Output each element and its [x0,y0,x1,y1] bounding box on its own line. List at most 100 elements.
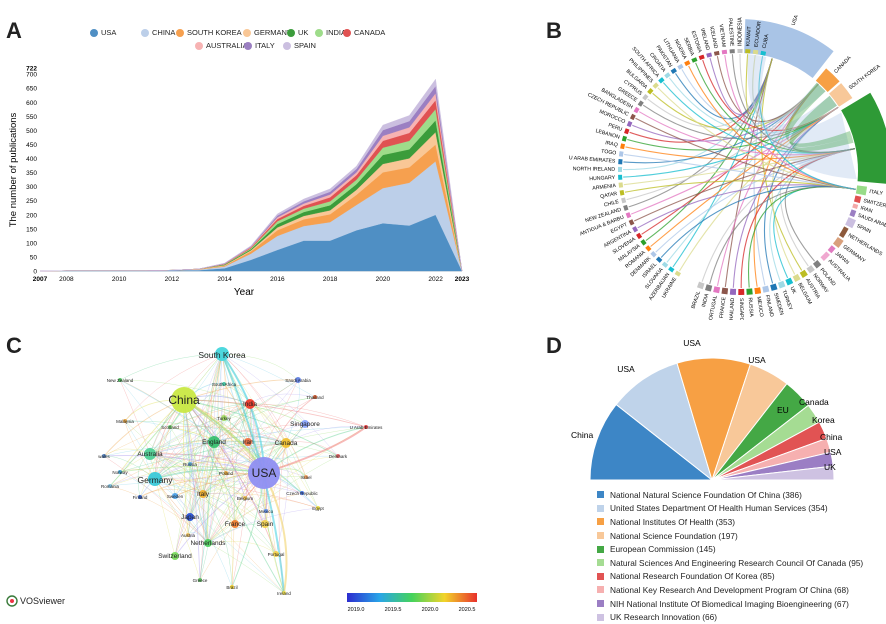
funding-legend-label: Natural Sciences And Engineering Researc… [610,557,864,568]
chord-arc-ireland [706,52,713,58]
network-node-label: Scotland [161,425,179,430]
network-link [103,403,251,457]
funding-legend-item: National Institutes Of Health (353) [597,515,863,529]
network-node-label: Netherlands [190,540,226,547]
network-link [119,403,251,473]
network-node-label: Belgium [237,496,254,501]
chord-link [624,180,856,193]
network-link [207,441,249,544]
network-link [187,442,287,536]
legend-label: CHINA [152,28,176,37]
colorbar-tick-label: 2020.5 [459,607,476,613]
network-link [174,353,223,497]
area-series-spain [39,78,463,272]
network-link [183,399,339,457]
network-node-label: Portugal [268,552,285,557]
network-node-label: New Zealand [107,378,134,383]
network-node-label: South Africa [212,382,237,387]
panel-d-funding-pie: China USA USA USA EU Canada Korea China USA UK Na… [556,330,886,622]
funding-legend-label: United States Department Of Health Human… [610,503,828,514]
pie-slice-label: USA [617,364,635,374]
network-node-germany [148,472,162,486]
network-link [183,379,299,401]
chord-arc-kuwait [745,49,751,54]
chord-link [732,106,839,288]
network-node-label: Czech Republic [286,491,318,496]
chord-ribbon [789,95,854,152]
chord-arc-norway [806,265,815,274]
legend-item-spain: SPAIN [283,41,316,50]
x-tick-label: 2016 [270,276,285,283]
network-node-label: Denmark [329,454,348,459]
pie-slice-label: Canada [799,397,829,407]
chord-link [650,106,839,247]
network-node-sweden [172,493,178,499]
chord-label: KUWAIT [745,25,752,46]
chord-arc-belgium [792,273,801,282]
x-tick-label: 2007 [33,276,48,283]
x-tick-label: 2014 [217,276,232,283]
chord-link [701,148,856,282]
chord-ribbon [752,54,826,124]
legend-swatch [176,28,184,37]
funding-legend-label: European Commission (145) [610,544,716,555]
legend-label: GERMANY [254,28,292,37]
network-link [211,353,223,443]
network-node-label: France [225,521,246,528]
network-link [109,353,223,487]
x-tick-label: 2008 [59,276,74,283]
network-node-poland [224,471,228,475]
chord-label: CANADA [833,55,853,75]
x-tick-label: 2010 [112,276,127,283]
network-link [119,379,251,405]
network-link [139,489,204,498]
network-link [217,353,227,474]
network-link [119,471,209,544]
network-node-spain [261,520,269,528]
chord-arc-qatar [619,189,625,196]
pie-slice-label: Korea [812,415,835,425]
network-node-canada [281,438,291,448]
legend-item-canada: CANADA [343,28,385,37]
funding-legend-item: NIH National Institute Of Biomedical Ima… [597,597,863,611]
legend-item-china: CHINA [141,28,175,37]
network-link [213,441,236,525]
chord-arc-togo [618,151,624,157]
y-tick-label: 722 [26,66,37,73]
network-link [221,353,287,444]
network-link [174,403,251,557]
network-node-scotland [168,425,172,429]
network-node-label: Romania [101,484,120,489]
network-node-label: wales [98,454,110,459]
network-link [213,441,277,555]
chord-label: HUNGARY [589,175,616,182]
chord-arc-singapore [738,288,745,295]
chord-arc-palestine [729,49,735,54]
network-link [202,442,287,495]
network-node-australia [144,448,156,460]
network-node-denmark [336,454,340,458]
network-node-saudi-arabia [295,377,301,383]
panel-label-d: D [546,333,562,358]
legend-item-australia: AUSTRALIA [195,41,248,50]
legend-swatch [283,41,291,50]
network-node-south-korea [215,347,229,361]
network-node-label: Sweden [167,494,184,499]
chord-label: PERU [607,122,623,133]
legend-label: USA [101,28,117,37]
pie-slice-label: China [571,430,593,440]
network-node-label: Japan [181,514,199,521]
chord-arc-uk [785,277,794,286]
chord-arc-antigua-barbu [625,212,632,219]
network-link [221,353,235,588]
network-link [154,455,339,480]
network-link [103,441,287,457]
y-axis-label: The number of publications [8,112,19,227]
network-link [154,478,285,594]
network-link [213,441,267,512]
network-node-label: India [243,401,257,408]
funding-legend-label: NIH National Institute Of Biomedical Ima… [610,598,849,609]
chord-label: ITALY [869,189,884,197]
chord-label: SINGAPORE [738,298,744,320]
network-node-netherlands [204,539,212,547]
